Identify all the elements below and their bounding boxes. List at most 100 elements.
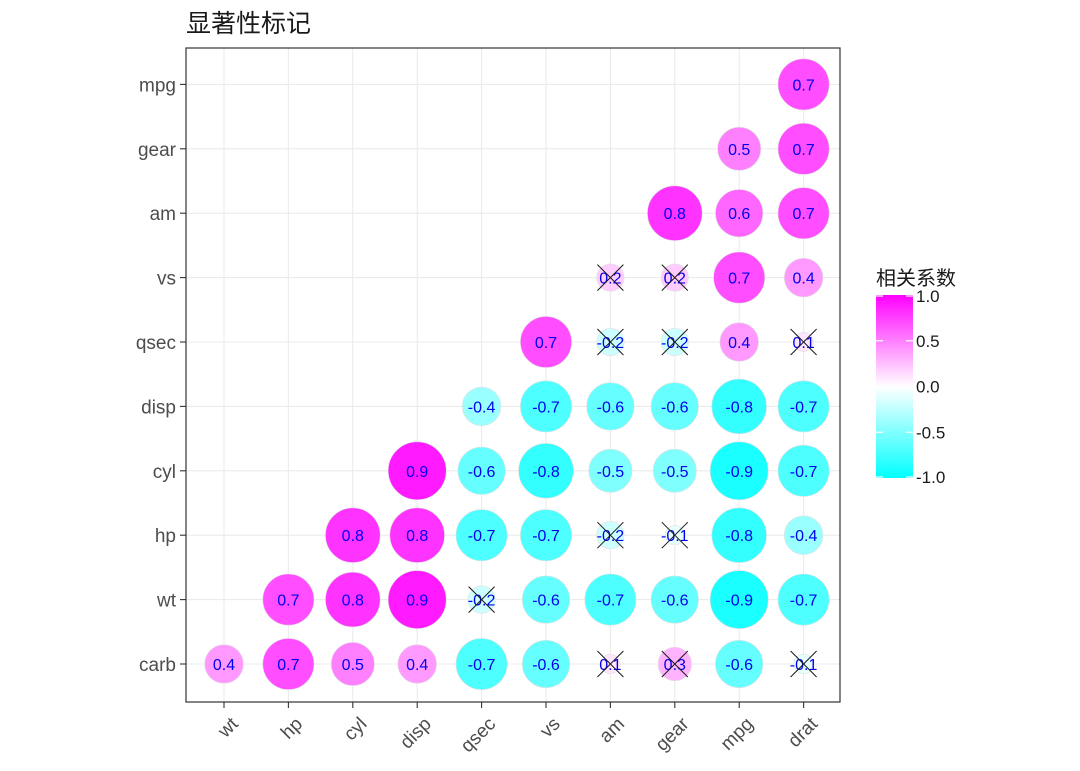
y-tick-label: mpg (139, 75, 176, 96)
correlation-value: 0.9 (406, 464, 428, 481)
correlation-circle (715, 639, 764, 689)
cell-hp-cyl: 0.8 (325, 507, 381, 563)
chart-title: 显著性标记 (186, 9, 312, 38)
y-tick-label: disp (141, 397, 176, 418)
correlation-circle (520, 316, 572, 368)
cell-carb-mpg: -0.6 (715, 639, 764, 689)
legend-tick-label: -1.0 (916, 468, 945, 487)
x-tick-label: disp (396, 714, 435, 753)
cell-am-gear: 0.8 (647, 185, 703, 241)
cell-cyl-disp: 0.9 (387, 441, 447, 501)
x-tick-label: drat (784, 713, 823, 752)
correlation-circle (325, 571, 381, 628)
correlation-circle (389, 507, 445, 563)
correlation-circle (715, 189, 764, 238)
cell-carb-drat: -0.1 (790, 650, 817, 678)
cell-hp-am: -0.2 (596, 521, 625, 550)
correlation-value: -0.6 (532, 657, 560, 674)
correlation-value: 0.5 (342, 657, 364, 674)
correlation-value: 0.6 (728, 206, 750, 223)
x-tick-label: mpg (717, 714, 758, 755)
correlation-value: 0.7 (728, 271, 750, 288)
insignificant-cross (790, 328, 817, 356)
x-tick-label: cyl (340, 714, 371, 745)
cell-hp-drat: -0.4 (783, 515, 824, 555)
correlation-value: -0.7 (790, 399, 818, 416)
correlation-circle (520, 380, 572, 433)
correlation-value: -0.5 (597, 464, 625, 481)
cell-wt-vs: -0.6 (521, 575, 571, 624)
correlation-value: -0.6 (468, 464, 496, 481)
correlation-circle (397, 644, 437, 684)
cell-wt-mpg: -0.9 (709, 570, 769, 629)
correlation-circle (262, 573, 315, 626)
y-tick-label: wt (156, 591, 177, 612)
correlation-circle (777, 444, 830, 497)
cell-disp-mpg: -0.8 (711, 378, 767, 435)
correlation-value: 0.9 (406, 593, 428, 610)
cell-cyl-gear: -0.5 (652, 448, 697, 493)
correlation-circle (586, 382, 635, 431)
x-tick-label: am (595, 714, 629, 748)
correlation-value: -0.5 (661, 464, 689, 481)
cell-wt-am: -0.7 (584, 573, 637, 626)
y-tick-label: am (150, 204, 176, 225)
correlation-value: -0.2 (597, 335, 625, 352)
correlation-circle (387, 570, 447, 629)
correlation-circle (777, 58, 830, 111)
correlation-circle (711, 378, 767, 435)
correlation-circle (204, 644, 244, 684)
cell-hp-mpg: -0.8 (711, 507, 767, 563)
x-tick-label: wt (214, 713, 244, 743)
correlation-value: 0.4 (728, 335, 750, 352)
correlation-value: -0.2 (661, 335, 689, 352)
legend-tick-label: 0.5 (916, 332, 940, 351)
cell-disp-qsec: -0.4 (461, 386, 502, 427)
correlation-circle (713, 251, 766, 304)
cell-cyl-mpg: -0.9 (709, 441, 769, 501)
cell-am-drat: 0.7 (777, 187, 830, 240)
cell-carb-hp: 0.7 (262, 638, 315, 690)
correlation-value: -0.9 (725, 464, 753, 481)
cell-wt-qsec: -0.2 (467, 585, 496, 614)
correlation-value: 0.7 (792, 142, 814, 159)
y-tick-label: vs (157, 269, 176, 290)
cell-qsec-am: -0.2 (596, 328, 625, 356)
y-tick-label: gear (138, 140, 177, 161)
cell-qsec-gear: -0.2 (660, 328, 689, 356)
cell-gear-drat: 0.7 (777, 122, 830, 175)
correlation-value: 0.7 (277, 657, 299, 674)
cell-cyl-qsec: -0.6 (457, 446, 506, 495)
insignificant-cross (661, 328, 689, 356)
cell-carb-qsec: -0.7 (455, 638, 508, 690)
cell-hp-gear: -0.1 (661, 521, 689, 549)
cell-disp-am: -0.6 (586, 382, 635, 431)
correlation-circle (652, 448, 697, 493)
correlation-value: -0.7 (468, 657, 496, 674)
cell-wt-disp: 0.9 (387, 570, 447, 629)
correlation-circle (783, 257, 824, 298)
x-tick-label: qsec (457, 714, 500, 757)
cell-wt-hp: 0.7 (262, 573, 315, 626)
correlation-value: 0.7 (792, 77, 814, 94)
correlation-value: -0.8 (725, 399, 753, 416)
correlation-circle (262, 638, 315, 690)
cell-cyl-drat: -0.7 (777, 444, 830, 497)
correlation-circle (650, 575, 699, 624)
cell-qsec-vs: 0.7 (520, 316, 572, 368)
correlation-value: 0.4 (406, 657, 428, 674)
correlation-circle (783, 515, 824, 555)
correlation-value: 0.7 (535, 335, 557, 352)
correlation-value: -0.7 (597, 593, 625, 610)
correlation-circle (777, 380, 830, 433)
cell-carb-am: 0.1 (597, 650, 624, 678)
correlation-value: 0.8 (342, 593, 364, 610)
correlation-circle (457, 446, 506, 495)
correlation-value: -0.6 (661, 593, 689, 610)
cell-wt-drat: -0.7 (777, 573, 830, 626)
insignificant-cross (790, 650, 817, 678)
correlation-value: -0.4 (468, 399, 496, 416)
correlation-circle (521, 639, 571, 689)
y-tick-label: carb (139, 655, 176, 676)
cell-gear-mpg: 0.5 (717, 126, 762, 171)
